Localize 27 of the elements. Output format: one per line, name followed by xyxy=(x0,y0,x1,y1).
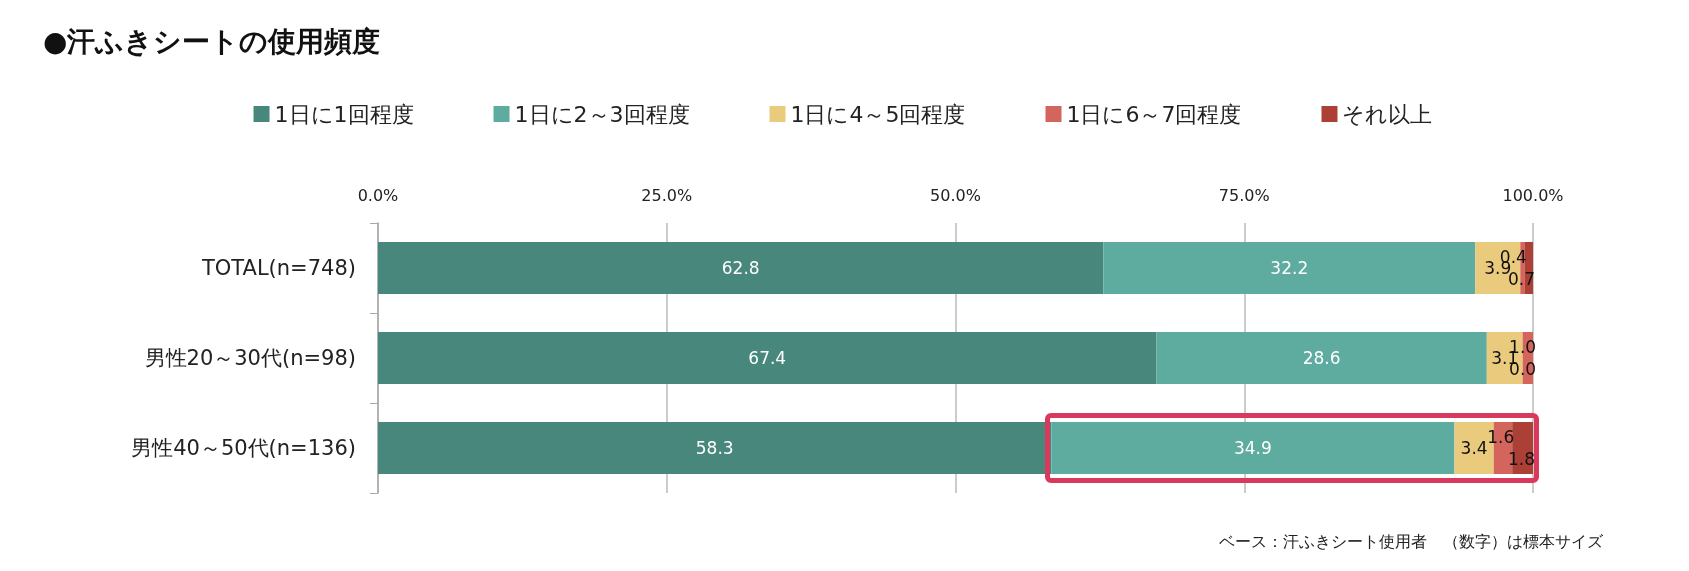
data-label: 3.4 xyxy=(1460,438,1488,458)
legend-label: 1日に6～7回程度 xyxy=(1066,101,1242,127)
data-label: 1.6 xyxy=(1487,427,1515,447)
data-label: 28.6 xyxy=(1302,348,1341,368)
y-tick-label: 男性20～30代(n=98) xyxy=(144,346,356,370)
bar xyxy=(378,332,1157,384)
legend-label: 1日に1回程度 xyxy=(274,101,414,127)
x-tick-label: 0.0% xyxy=(357,185,399,205)
data-label: 58.3 xyxy=(695,438,734,458)
legend-label: 1日に2～3回程度 xyxy=(514,101,690,127)
bar xyxy=(378,242,1104,294)
bar xyxy=(1156,332,1487,384)
text: ベース：汗ふきシート使用者 （数字）は標本サイズ xyxy=(1219,531,1604,551)
data-label: 67.4 xyxy=(748,348,787,368)
data-label: 32.2 xyxy=(1270,258,1309,278)
x-tick-label: 75.0% xyxy=(1218,185,1270,205)
data-label: 34.9 xyxy=(1233,438,1272,458)
y-tick-label: TOTAL(n=748) xyxy=(201,256,356,280)
x-tick-label: 100.0% xyxy=(1502,185,1564,205)
x-tick-label: 50.0% xyxy=(930,185,981,205)
legend-label: 1日に4～5回程度 xyxy=(790,101,966,127)
bar xyxy=(1103,242,1476,294)
x-tick-label: 25.0% xyxy=(641,185,693,205)
chart-title: ●汗ふきシートの使用頻度 xyxy=(43,24,381,58)
data-label: 62.8 xyxy=(721,258,760,278)
y-tick-label: 男性40～50代(n=136) xyxy=(131,436,356,460)
legend-label: それ以上 xyxy=(1342,101,1433,127)
